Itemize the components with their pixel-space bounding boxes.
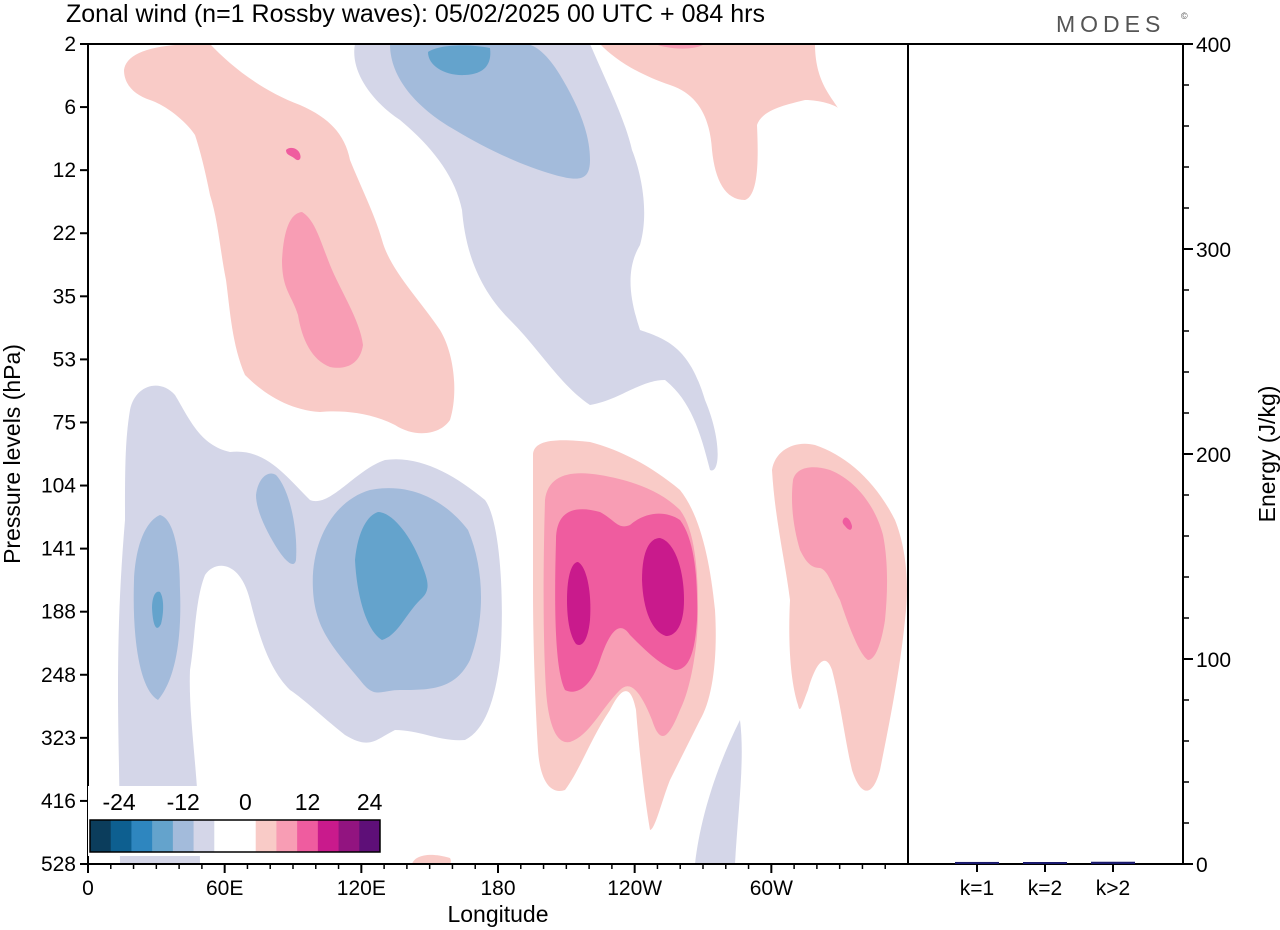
longitude-axis: 0 60E 120E 180 120W 60W (82, 864, 886, 900)
contour-pos-13 (842, 517, 852, 530)
energy-bar (1091, 861, 1135, 864)
colorbar-border (89, 819, 381, 853)
longitude-tick-label: 60W (750, 877, 793, 900)
colorbar-label: 12 (295, 789, 321, 815)
contour-pos-14 (412, 854, 451, 864)
colorbar-swatch (297, 820, 319, 852)
pressure-tick-label: 6 (64, 96, 76, 119)
pressure-tick-label: 12 (53, 159, 76, 182)
longitude-tick-label: 60E (206, 877, 243, 900)
energy-axis-title: Energy (J/kg) (1254, 386, 1280, 523)
contour-pos-9 (567, 562, 591, 645)
contour-pos-12 (791, 467, 888, 660)
logo-text: MODES (1056, 11, 1165, 37)
contour-pos-10 (642, 538, 684, 636)
contour-neg-6 (355, 512, 428, 640)
pressure-tick-label: 104 (41, 475, 76, 498)
colorbar-label: 0 (239, 789, 252, 815)
energy-category-label: k=2 (1028, 877, 1062, 900)
longitude-tick-label: 120E (337, 877, 386, 900)
contour-neg-2 (390, 44, 590, 179)
energy-tick-label: 0 (1196, 854, 1208, 877)
colorbar-label: -12 (167, 789, 200, 815)
y-axis-title: Pressure levels (hPa) (0, 344, 25, 564)
pressure-tick-label: 528 (41, 853, 76, 876)
pressure-tick-label: 35 (53, 285, 76, 308)
energy-axis: 0 100 200 300 400 (1183, 34, 1231, 877)
contour-field (118, 44, 907, 864)
pressure-tick-label: 75 (53, 411, 76, 434)
colorbar-swatch (110, 820, 132, 852)
pressure-tick-label: 188 (41, 601, 76, 624)
colorbar: -24 -12 0 12 24 (88, 786, 383, 856)
energy-tick-label: 400 (1196, 34, 1231, 57)
colorbar-swatch (255, 820, 277, 852)
colorbar-swatch (214, 820, 236, 852)
pressure-axis: 2 6 12 22 35 53 75 104 141 188 248 323 416 528 (41, 33, 88, 876)
colorbar-swatch (90, 820, 112, 852)
energy-category-label: k>2 (1096, 877, 1130, 900)
chart-title: Zonal wind (n=1 Rossby waves): 05/02/202… (66, 0, 765, 28)
longitude-tick-label: 180 (480, 877, 515, 900)
modes-logo: MODES © (1056, 11, 1188, 37)
colorbar-swatch (152, 820, 174, 852)
contour-neg-9 (256, 473, 297, 565)
pressure-tick-label: 323 (41, 727, 76, 750)
energy-bar (955, 861, 999, 864)
energy-tick-label: 100 (1196, 649, 1231, 672)
colorbar-swatch (338, 820, 360, 852)
pressure-tick-label: 53 (53, 348, 76, 371)
energy-bar (1023, 862, 1067, 864)
pressure-tick-label: 22 (53, 222, 76, 245)
logo-mark: © (1181, 11, 1188, 21)
energy-tick-label: 300 (1196, 239, 1231, 262)
contour-neg-1 (354, 44, 718, 471)
colorbar-swatch (193, 820, 215, 852)
contour-neg-10 (695, 720, 742, 864)
contour-pos-3 (286, 147, 301, 161)
colorbar-label: 24 (357, 789, 383, 815)
colorbar-swatch (317, 820, 340, 852)
pressure-tick-label: 2 (64, 33, 76, 56)
contour-neg-3 (428, 45, 491, 76)
longitude-tick-label: 0 (82, 877, 94, 900)
contour-pos-2 (282, 212, 363, 368)
pressure-tick-label: 141 (41, 538, 76, 561)
pressure-tick-label: 416 (41, 790, 76, 813)
colorbar-swatch (172, 820, 195, 852)
contour-neg-8 (152, 591, 164, 628)
energy-tick-label: 200 (1196, 444, 1231, 467)
contour-pos-5 (655, 44, 705, 49)
energy-category-label: k=1 (960, 877, 994, 900)
pressure-tick-label: 248 (41, 664, 76, 687)
x-axis-title: Longitude (447, 901, 548, 927)
colorbar-swatch (235, 820, 257, 852)
energy-plot-frame (907, 43, 1184, 865)
contour-pos-4 (600, 44, 838, 200)
colorbar-label: -24 (102, 789, 135, 815)
colorbar-swatch (131, 820, 153, 852)
colorbar-swatch (359, 820, 381, 852)
energy-bars: k=1 k=2 k>2 (955, 861, 1135, 900)
longitude-tick-label: 120W (607, 877, 662, 900)
colorbar-swatch (276, 820, 298, 852)
